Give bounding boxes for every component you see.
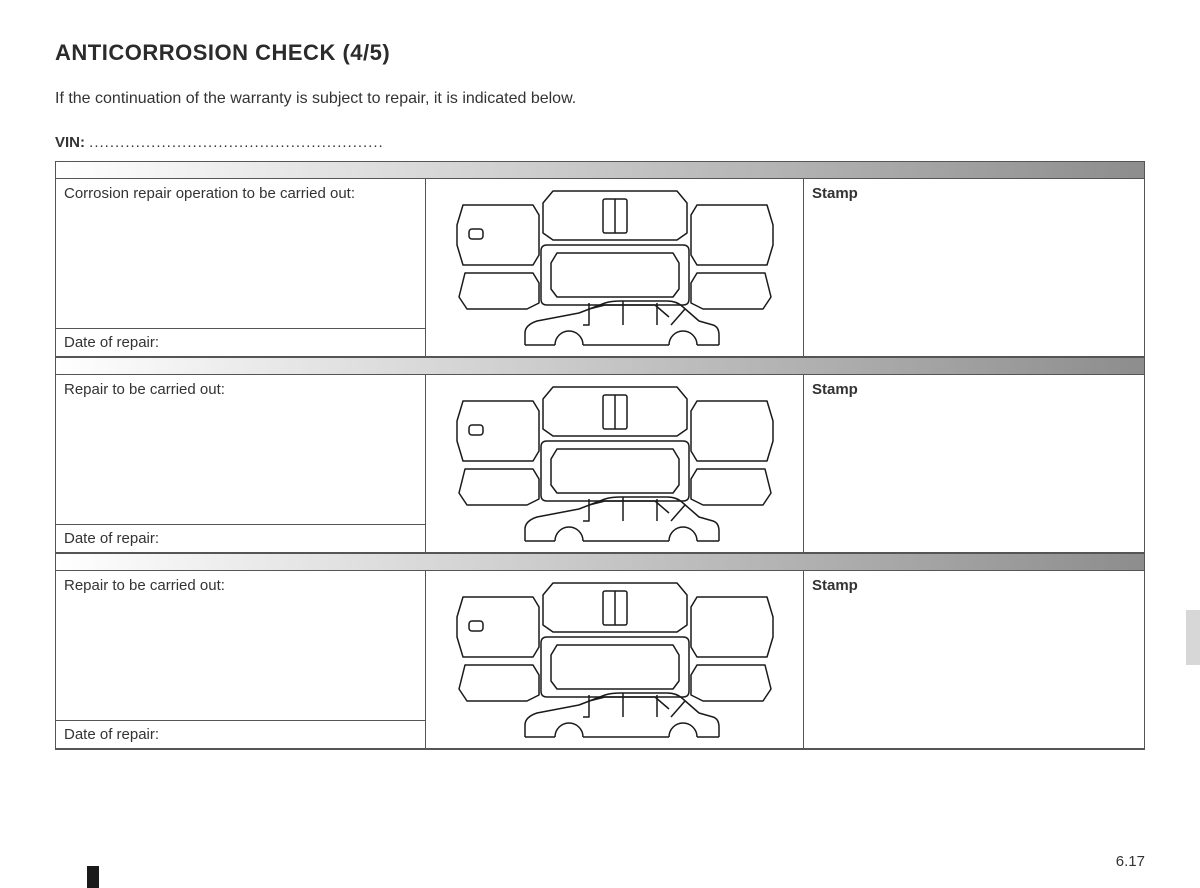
separator-bar: [56, 161, 1144, 179]
date-label: Date of repair:: [56, 524, 425, 552]
stamp-cell: Stamp: [804, 179, 1144, 357]
car-body-diagram-icon: [455, 185, 775, 350]
form-table: Corrosion repair operation to be carried…: [55, 161, 1145, 750]
stamp-label: Stamp: [812, 381, 858, 398]
diagram-cell: [426, 179, 804, 357]
page: ANTICORROSION CHECK (4/5) If the continu…: [0, 0, 1200, 888]
vin-label: VIN:: [55, 134, 85, 151]
separator-bar: [56, 357, 1144, 375]
stamp-label: Stamp: [812, 577, 858, 594]
diagram-cell: [426, 571, 804, 749]
repair-cell: Corrosion repair operation to be carried…: [56, 179, 426, 357]
title-counter: (4/5): [342, 40, 390, 65]
page-title: ANTICORROSION CHECK (4/5): [55, 40, 1145, 66]
table-row: Repair to be carried out: Date of repair…: [56, 375, 1144, 553]
intro-text: If the continuation of the warranty is s…: [55, 90, 1145, 108]
vin-dots: ........................................…: [89, 134, 384, 151]
footer-crop-mark: [87, 866, 99, 888]
date-label: Date of repair:: [56, 328, 425, 356]
repair-label: Corrosion repair operation to be carried…: [56, 179, 425, 328]
repair-cell: Repair to be carried out: Date of repair…: [56, 375, 426, 553]
diagram-cell: [426, 375, 804, 553]
stamp-cell: Stamp: [804, 375, 1144, 553]
edge-tab: [1186, 610, 1200, 665]
vin-line: VIN: ...................................…: [55, 134, 1145, 151]
stamp-label: Stamp: [812, 185, 858, 202]
repair-label: Repair to be carried out:: [56, 571, 425, 720]
repair-label: Repair to be carried out:: [56, 375, 425, 524]
separator-bar: [56, 553, 1144, 571]
car-body-diagram-icon: [455, 577, 775, 742]
car-body-diagram-icon: [455, 381, 775, 546]
title-text: ANTICORROSION CHECK: [55, 40, 336, 65]
date-label: Date of repair:: [56, 720, 425, 748]
table-row: Corrosion repair operation to be carried…: [56, 179, 1144, 357]
page-number: 6.17: [1116, 853, 1145, 870]
repair-cell: Repair to be carried out: Date of repair…: [56, 571, 426, 749]
table-row: Repair to be carried out: Date of repair…: [56, 571, 1144, 749]
stamp-cell: Stamp: [804, 571, 1144, 749]
